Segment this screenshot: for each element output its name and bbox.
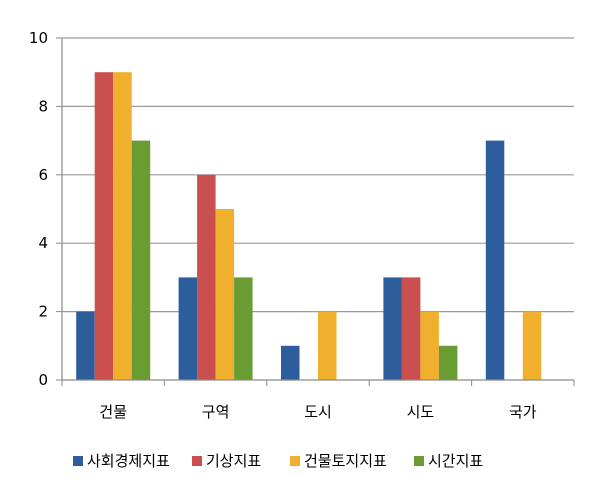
bar [281, 345, 300, 380]
legend-label: 건물토지지표 [304, 452, 387, 470]
bar [420, 311, 439, 380]
bar [113, 72, 132, 380]
x-tick-label: 도시 [304, 403, 332, 421]
bar [485, 140, 505, 380]
y-tick-label: 0 [38, 371, 48, 389]
legend-label: 시간지표 [428, 452, 483, 470]
legend-label: 기상지표 [206, 452, 261, 470]
bar [215, 209, 235, 380]
bar [197, 174, 216, 380]
bar [178, 277, 198, 380]
x-tick-label: 국가 [509, 403, 537, 421]
y-tick-label: 4 [38, 234, 48, 252]
legend-swatch [73, 456, 83, 466]
bar [401, 277, 421, 380]
legend-swatch [414, 456, 424, 466]
bar [131, 140, 151, 380]
bar [318, 311, 337, 380]
legend-swatch [192, 456, 202, 466]
bar [522, 311, 542, 380]
x-axis: 건물 구역 도시 시도 국가 [61, 379, 575, 421]
bar [76, 311, 95, 380]
bars [76, 72, 542, 380]
bar [383, 277, 402, 380]
y-tick-label: 10 [29, 29, 48, 47]
x-tick-label: 건물 [99, 403, 127, 421]
legend-label: 사회경제지표 [87, 452, 170, 470]
bar [438, 345, 458, 380]
y-tick-label: 8 [38, 97, 48, 115]
legend-swatch [290, 456, 300, 466]
y-tick-label: 6 [38, 166, 48, 184]
y-axis: 0 2 4 6 8 10 [29, 29, 63, 389]
x-tick-label: 구역 [202, 403, 230, 421]
bar [94, 72, 114, 380]
legend: 사회경제지표 기상지표 건물토지지표 시간지표 [73, 452, 483, 470]
y-tick-label: 2 [38, 303, 48, 321]
x-tick-label: 시도 [407, 403, 435, 421]
bar [234, 277, 253, 380]
